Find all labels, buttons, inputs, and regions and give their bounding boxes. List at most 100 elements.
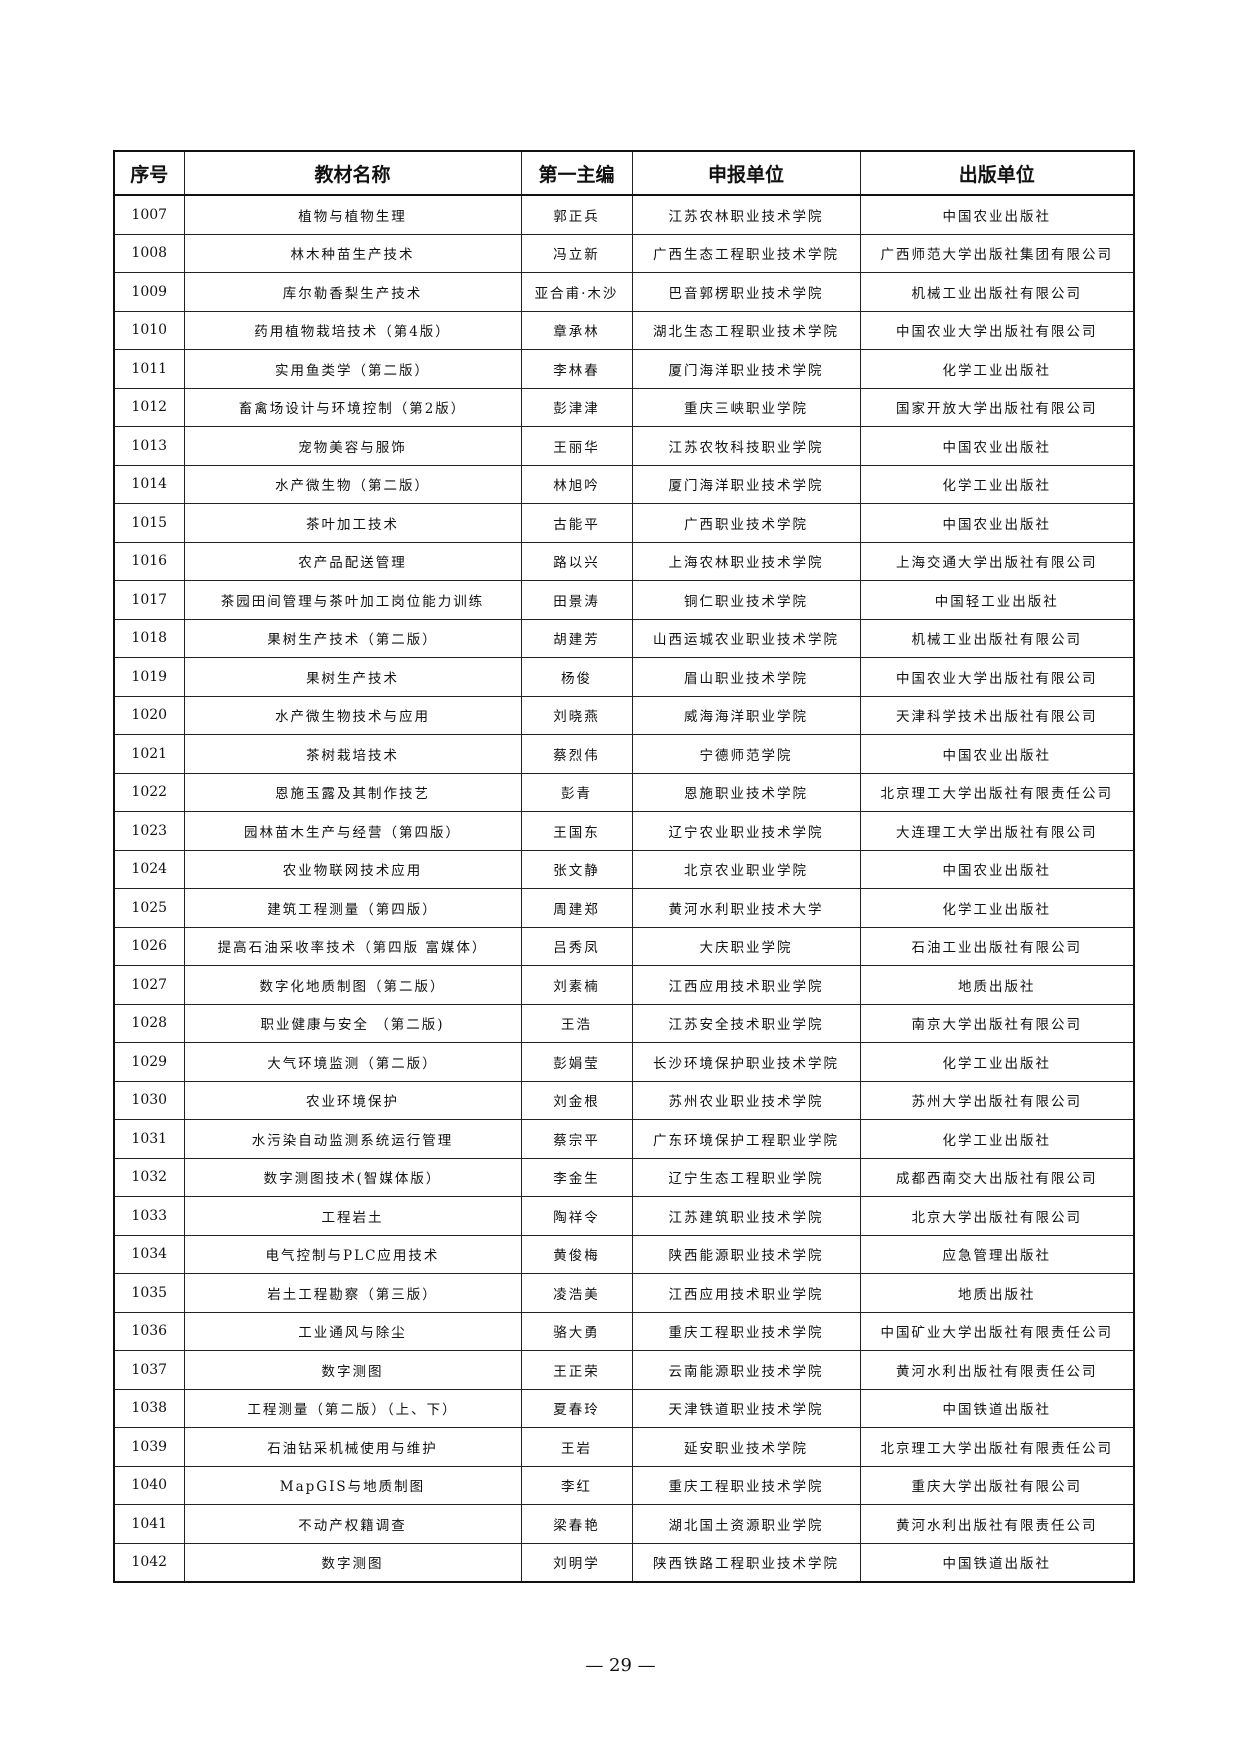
cell-publisher: 应急管理出版社 (859, 1234, 1135, 1274)
table-row: 1036 工业通风与除尘 骆大勇 重庆工程职业技术学院 中国矿业大学出版社有限责任公司 (113, 1311, 1135, 1351)
cell-publisher: 中国农业出版社 (859, 849, 1135, 889)
cell-index: 1039 (113, 1427, 185, 1467)
table-row: 1022 恩施玉露及其制作技艺 彭青 恩施职业技术学院 北京理工大学出版社有限责任公司 (113, 772, 1135, 812)
cell-textbook-name: 水产微生物技术与应用 (183, 695, 522, 735)
cell-textbook-name: 工程岩土 (183, 1196, 522, 1236)
cell-chief-editor: 田景涛 (520, 580, 633, 620)
cell-publisher: 成都西南交大出版社有限公司 (859, 1157, 1135, 1197)
cell-applicant-unit: 湖北生态工程职业技术学院 (631, 310, 861, 350)
cell-chief-editor: 陶祥令 (520, 1196, 633, 1236)
cell-applicant-unit: 江苏农林职业技术学院 (631, 194, 861, 235)
table-row: 1028 职业健康与安全 （第二版) 王浩 江苏安全技术职业学院 南京大学出版社有限公司 (113, 1003, 1135, 1043)
table-row: 1039 石油钻采机械使用与维护 王岩 延安职业技术学院 北京理工大学出版社有限责任公司 (113, 1427, 1135, 1467)
cell-applicant-unit: 广西生态工程职业技术学院 (631, 233, 861, 273)
cell-textbook-name: 数字测图 (183, 1542, 522, 1583)
cell-applicant-unit: 辽宁生态工程职业学院 (631, 1157, 861, 1197)
cell-chief-editor: 王浩 (520, 1003, 633, 1043)
cell-index: 1011 (113, 349, 185, 389)
cell-index: 1020 (113, 695, 185, 735)
cell-index: 1035 (113, 1273, 185, 1313)
cell-publisher: 国家开放大学出版社有限公司 (859, 387, 1135, 427)
cell-applicant-unit: 宁德师范学院 (631, 734, 861, 774)
cell-index: 1010 (113, 310, 185, 350)
cell-chief-editor: 骆大勇 (520, 1311, 633, 1351)
table-row: 1025 建筑工程测量（第四版） 周建郑 黄河水利职业技术大学 化学工业出版社 (113, 888, 1135, 928)
cell-applicant-unit: 重庆三峡职业学院 (631, 387, 861, 427)
table-row: 1007 植物与植物生理 郭正兵 江苏农林职业技术学院 中国农业出版社 (113, 194, 1135, 235)
cell-textbook-name: 畜禽场设计与环境控制（第2版） (183, 387, 522, 427)
cell-applicant-unit: 山西运城农业职业技术学院 (631, 618, 861, 658)
cell-textbook-name: 茶叶加工技术 (183, 503, 522, 543)
cell-textbook-name: 农业环境保护 (183, 1080, 522, 1120)
table-row: 1024 农业物联网技术应用 张文静 北京农业职业学院 中国农业出版社 (113, 849, 1135, 889)
cell-applicant-unit: 黄河水利职业技术大学 (631, 888, 861, 928)
cell-applicant-unit: 大庆职业学院 (631, 926, 861, 966)
table-row: 1033 工程岩土 陶祥令 江苏建筑职业技术学院 北京大学出版社有限公司 (113, 1196, 1135, 1236)
cell-textbook-name: 提高石油采收率技术（第四版 富媒体） (183, 926, 522, 966)
cell-textbook-name: 农产品配送管理 (183, 541, 522, 581)
cell-textbook-name: MapGIS与地质制图 (183, 1465, 522, 1505)
cell-index: 1019 (113, 657, 185, 697)
table-row: 1026 提高石油采收率技术（第四版 富媒体） 吕秀凤 大庆职业学院 石油工业出版社有限… (113, 926, 1135, 966)
cell-applicant-unit: 厦门海洋职业技术学院 (631, 464, 861, 504)
cell-chief-editor: 胡建芳 (520, 618, 633, 658)
cell-textbook-name: 宠物美容与服饰 (183, 426, 522, 466)
cell-index: 1038 (113, 1388, 185, 1428)
cell-publisher: 中国农业出版社 (859, 426, 1135, 466)
header-chief-editor: 第一主编 (520, 150, 633, 196)
cell-index: 1007 (113, 194, 185, 235)
cell-chief-editor: 刘明学 (520, 1542, 633, 1583)
cell-textbook-name: 职业健康与安全 （第二版) (183, 1003, 522, 1043)
table-row: 1019 果树生产技术 杨俊 眉山职业技术学院 中国农业大学出版社有限公司 (113, 657, 1135, 697)
page-number: — 29 — (585, 1655, 656, 1676)
table-row: 1027 数字化地质制图（第二版） 刘素楠 江西应用技术职业学院 地质出版社 (113, 965, 1135, 1005)
cell-textbook-name: 林木种苗生产技术 (183, 233, 522, 273)
cell-publisher: 化学工业出版社 (859, 888, 1135, 928)
cell-index: 1030 (113, 1080, 185, 1120)
cell-publisher: 中国铁道出版社 (859, 1542, 1135, 1583)
cell-applicant-unit: 陕西铁路工程职业技术学院 (631, 1542, 861, 1583)
cell-chief-editor: 凌浩美 (520, 1273, 633, 1313)
cell-index: 1037 (113, 1350, 185, 1390)
table-row: 1014 水产微生物（第二版） 林旭吟 厦门海洋职业技术学院 化学工业出版社 (113, 464, 1135, 504)
cell-applicant-unit: 重庆工程职业技术学院 (631, 1465, 861, 1505)
cell-textbook-name: 园林苗木生产与经营（第四版） (183, 811, 522, 851)
cell-chief-editor: 古能平 (520, 503, 633, 543)
cell-textbook-name: 农业物联网技术应用 (183, 849, 522, 889)
cell-textbook-name: 电气控制与PLC应用技术 (183, 1234, 522, 1274)
cell-applicant-unit: 江西应用技术职业学院 (631, 965, 861, 1005)
table-row: 1034 电气控制与PLC应用技术 黄俊梅 陕西能源职业技术学院 应急管理出版社 (113, 1234, 1135, 1274)
table-row: 1040 MapGIS与地质制图 李红 重庆工程职业技术学院 重庆大学出版社有限公司 (113, 1465, 1135, 1505)
cell-chief-editor: 夏春玲 (520, 1388, 633, 1428)
cell-publisher: 中国农业出版社 (859, 734, 1135, 774)
cell-textbook-name: 水产微生物（第二版） (183, 464, 522, 504)
cell-publisher: 石油工业出版社有限公司 (859, 926, 1135, 966)
cell-index: 1029 (113, 1042, 185, 1082)
cell-applicant-unit: 延安职业技术学院 (631, 1427, 861, 1467)
table-row: 1013 宠物美容与服饰 王丽华 江苏农牧科技职业学院 中国农业出版社 (113, 426, 1135, 466)
cell-publisher: 北京理工大学出版社有限责任公司 (859, 1427, 1135, 1467)
cell-applicant-unit: 苏州农业职业技术学院 (631, 1080, 861, 1120)
cell-textbook-name: 数字测图 (183, 1350, 522, 1390)
cell-publisher: 黄河水利出版社有限责任公司 (859, 1350, 1135, 1390)
cell-publisher: 化学工业出版社 (859, 1042, 1135, 1082)
cell-textbook-name: 石油钻采机械使用与维护 (183, 1427, 522, 1467)
table-row: 1032 数字测图技术(智媒体版） 李金生 辽宁生态工程职业学院 成都西南交大出版社有限… (113, 1157, 1135, 1197)
cell-applicant-unit: 恩施职业技术学院 (631, 772, 861, 812)
cell-index: 1013 (113, 426, 185, 466)
cell-index: 1009 (113, 272, 185, 312)
cell-applicant-unit: 重庆工程职业技术学院 (631, 1311, 861, 1351)
cell-index: 1042 (113, 1542, 185, 1583)
table-row: 1030 农业环境保护 刘金根 苏州农业职业技术学院 苏州大学出版社有限公司 (113, 1080, 1135, 1120)
cell-publisher: 机械工业出版社有限公司 (859, 272, 1135, 312)
cell-applicant-unit: 江苏农牧科技职业学院 (631, 426, 861, 466)
cell-applicant-unit: 云南能源职业技术学院 (631, 1350, 861, 1390)
cell-chief-editor: 冯立新 (520, 233, 633, 273)
table-row: 1017 茶园田间管理与茶叶加工岗位能力训练 田景涛 铜仁职业技术学院 中国轻工业出版社 (113, 580, 1135, 620)
cell-chief-editor: 亚合甫·木沙 (520, 272, 633, 312)
cell-index: 1023 (113, 811, 185, 851)
table-row: 1029 大气环境监测（第二版） 彭娟莹 长沙环境保护职业技术学院 化学工业出版社 (113, 1042, 1135, 1082)
table-row: 1035 岩土工程勘察（第三版） 凌浩美 江西应用技术职业学院 地质出版社 (113, 1273, 1135, 1313)
cell-textbook-name: 药用植物栽培技术（第4版） (183, 310, 522, 350)
cell-applicant-unit: 陕西能源职业技术学院 (631, 1234, 861, 1274)
